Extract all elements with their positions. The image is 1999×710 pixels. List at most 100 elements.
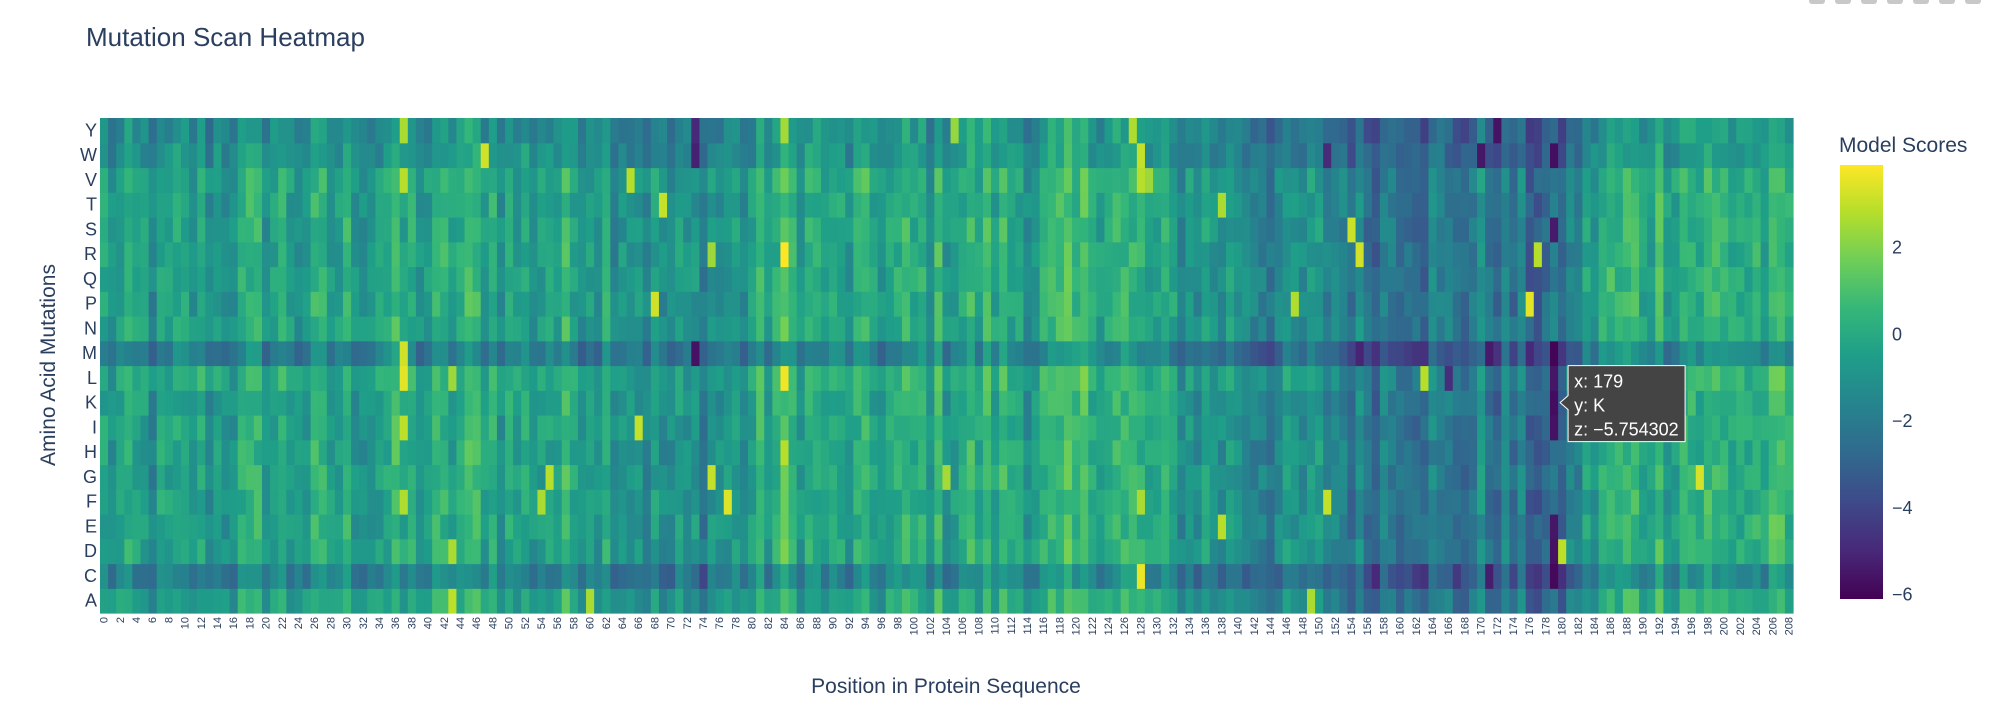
heatmap-cell[interactable] (796, 316, 806, 342)
heatmap-cell[interactable] (1639, 439, 1648, 466)
heatmap-cell[interactable] (982, 538, 992, 565)
heatmap-cell[interactable] (1193, 217, 1203, 243)
heatmap-cell[interactable] (974, 538, 984, 565)
heatmap-cell[interactable] (1720, 291, 1729, 317)
heatmap-cell[interactable] (1396, 514, 1405, 540)
heatmap-cell[interactable] (1752, 118, 1762, 144)
heatmap-cell[interactable] (780, 415, 790, 441)
heatmap-cell[interactable] (278, 588, 287, 614)
heatmap-cell[interactable] (602, 192, 611, 218)
heatmap-cell[interactable] (1063, 514, 1073, 540)
heatmap-cell[interactable] (748, 563, 757, 589)
heatmap-cell[interactable] (432, 415, 441, 441)
heatmap-cell[interactable] (853, 415, 863, 441)
heatmap-cell[interactable] (1776, 340, 1786, 367)
heatmap-cell[interactable] (820, 217, 830, 243)
heatmap-cell[interactable] (1290, 118, 1300, 144)
heatmap-cell[interactable] (1784, 439, 1794, 466)
heatmap-cell[interactable] (407, 514, 417, 540)
heatmap-cell[interactable] (140, 365, 150, 391)
heatmap-cell[interactable] (1306, 464, 1316, 490)
heatmap-cell[interactable] (1420, 142, 1430, 169)
heatmap-cell[interactable] (1703, 316, 1713, 342)
heatmap-cell[interactable] (780, 266, 790, 292)
heatmap-cell[interactable] (237, 365, 247, 391)
heatmap-cell[interactable] (1323, 340, 1332, 367)
heatmap-cell[interactable] (488, 538, 498, 565)
heatmap-cell[interactable] (375, 340, 385, 367)
heatmap-cell[interactable] (108, 588, 117, 614)
heatmap-cell[interactable] (642, 142, 652, 169)
heatmap-cell[interactable] (1720, 340, 1729, 367)
heatmap-cell[interactable] (642, 439, 652, 466)
heatmap-cell[interactable] (1136, 192, 1146, 218)
heatmap-cell[interactable] (861, 563, 871, 589)
heatmap-cell[interactable] (456, 588, 466, 614)
heatmap-cell[interactable] (505, 118, 514, 144)
heatmap-cell[interactable] (1242, 167, 1251, 193)
heatmap-cell[interactable] (1153, 538, 1162, 565)
heatmap-cell[interactable] (262, 538, 271, 565)
heatmap-cell[interactable] (1055, 340, 1065, 367)
heatmap-cell[interactable] (918, 340, 927, 367)
heatmap-cell[interactable] (1104, 365, 1114, 391)
heatmap-cell[interactable] (1720, 266, 1729, 292)
heatmap-cell[interactable] (1436, 118, 1446, 144)
heatmap-cell[interactable] (1290, 217, 1300, 243)
heatmap-cell[interactable] (1671, 118, 1681, 144)
heatmap-cell[interactable] (731, 489, 741, 515)
heatmap-cell[interactable] (1687, 563, 1697, 589)
heatmap-cell[interactable] (148, 489, 158, 515)
heatmap-cell[interactable] (391, 340, 401, 367)
heatmap-cell[interactable] (877, 266, 887, 292)
heatmap-cell[interactable] (253, 241, 263, 268)
heatmap-cell[interactable] (1485, 266, 1494, 292)
heatmap-cell[interactable] (456, 514, 466, 540)
heatmap-cell[interactable] (391, 464, 401, 490)
heatmap-cell[interactable] (1209, 266, 1219, 292)
heatmap-cell[interactable] (1088, 365, 1097, 391)
heatmap-cell[interactable] (845, 217, 854, 243)
heatmap-cell[interactable] (513, 390, 522, 416)
heatmap-cell[interactable] (221, 266, 231, 292)
heatmap-cell[interactable] (934, 167, 944, 193)
heatmap-cell[interactable] (100, 439, 109, 466)
heatmap-cell[interactable] (1371, 217, 1381, 243)
heatmap-cell[interactable] (796, 266, 806, 292)
heatmap-cell[interactable] (731, 588, 741, 614)
heatmap-cell[interactable] (189, 563, 198, 589)
heatmap-cell[interactable] (270, 489, 279, 515)
heatmap-cell[interactable] (367, 118, 377, 144)
heatmap-cell[interactable] (610, 291, 620, 317)
heatmap-cell[interactable] (1290, 241, 1300, 268)
heatmap-cell[interactable] (1015, 588, 1025, 614)
heatmap-cell[interactable] (691, 489, 701, 515)
heatmap-cell[interactable] (367, 365, 377, 391)
heatmap-cell[interactable] (642, 118, 652, 144)
heatmap-cell[interactable] (1485, 390, 1494, 416)
heatmap-cell[interactable] (1047, 118, 1057, 144)
heatmap-cell[interactable] (245, 538, 255, 565)
heatmap-cell[interactable] (213, 192, 223, 218)
heatmap-cell[interactable] (1549, 167, 1559, 193)
heatmap-cell[interactable] (383, 415, 393, 441)
heatmap-cell[interactable] (739, 217, 749, 243)
heatmap-cell[interactable] (1590, 142, 1600, 169)
heatmap-cell[interactable] (1015, 390, 1025, 416)
heatmap-cell[interactable] (1031, 266, 1041, 292)
heatmap-cell[interactable] (1234, 266, 1243, 292)
heatmap-cell[interactable] (415, 167, 425, 193)
heatmap-cell[interactable] (812, 291, 822, 317)
heatmap-cell[interactable] (893, 439, 903, 466)
heatmap-cell[interactable] (1639, 142, 1648, 169)
heatmap-cell[interactable] (140, 192, 150, 218)
heatmap-cell[interactable] (318, 464, 328, 490)
heatmap-cell[interactable] (545, 489, 555, 515)
heatmap-cell[interactable] (1655, 439, 1664, 466)
heatmap-cell[interactable] (602, 316, 611, 342)
heatmap-cell[interactable] (1736, 217, 1745, 243)
heatmap-cell[interactable] (1671, 439, 1681, 466)
heatmap-cell[interactable] (1752, 340, 1762, 367)
heatmap-cell[interactable] (472, 415, 482, 441)
heatmap-cell[interactable] (302, 365, 312, 391)
